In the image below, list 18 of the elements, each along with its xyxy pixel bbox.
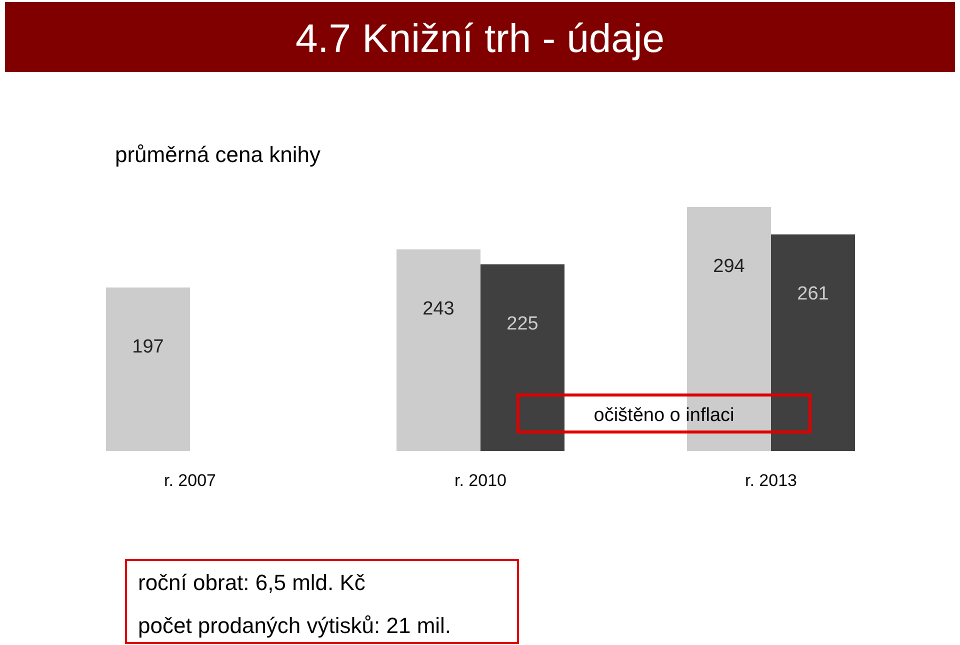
data-label: 225 — [506, 313, 538, 334]
annotation: očištěno o inflaci — [594, 405, 734, 426]
x-tick-label: r. 2007 — [164, 471, 216, 490]
text: počet prodaných výtisků: 21 mil. — [138, 613, 452, 638]
bar — [480, 264, 564, 451]
text: roční obrat: 6,5 mld. Kč — [138, 570, 366, 595]
bar — [106, 288, 190, 451]
x-tick-label: r. 2013 — [745, 471, 797, 490]
data-label: 294 — [713, 256, 746, 277]
bar — [687, 207, 771, 451]
data-label: 197 — [132, 336, 164, 358]
x-tick-label: r. 2010 — [454, 471, 506, 490]
chart-title: 4.7 Knižní trh - údaje — [295, 17, 665, 61]
bar — [396, 249, 480, 451]
data-label: 243 — [422, 298, 454, 320]
chart-subtitle: průměrná cena knihy — [115, 142, 320, 167]
bar — [771, 234, 855, 451]
data-label: 261 — [797, 283, 829, 304]
